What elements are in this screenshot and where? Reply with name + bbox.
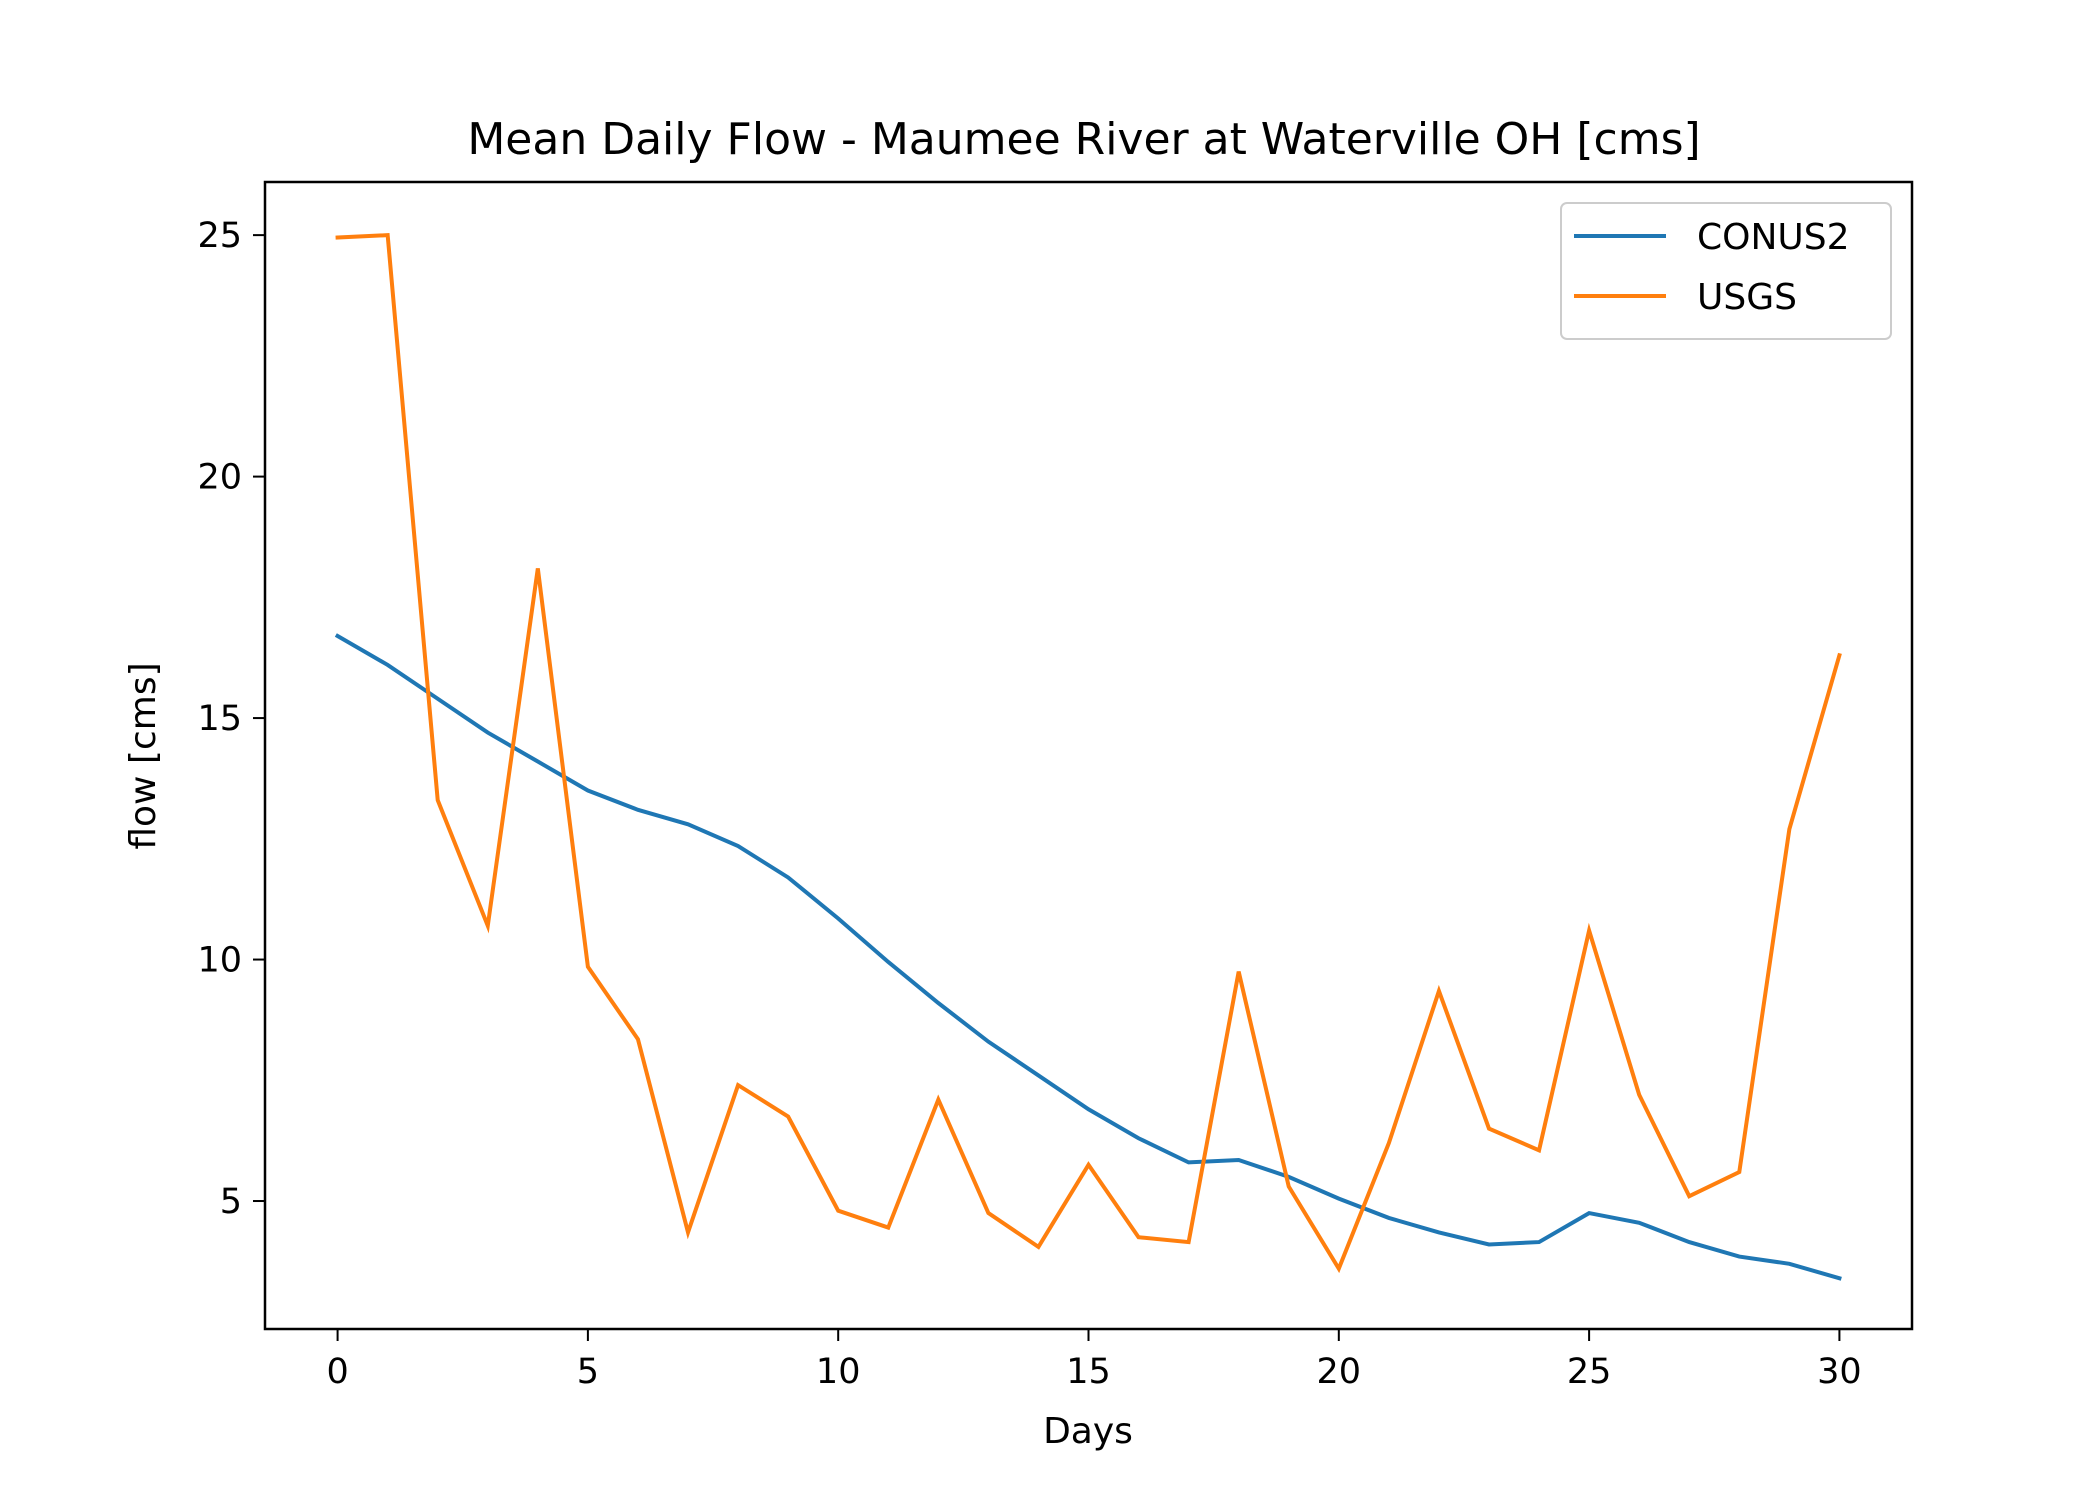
y-tick-label: 5	[220, 1182, 242, 1222]
series-layer	[334, 233, 1842, 1281]
x-tick-label: 5	[577, 1352, 599, 1392]
x-axis: 0 5 10 15 20 25 30	[326, 1329, 1862, 1392]
x-axis-label: Days	[1043, 1411, 1133, 1452]
plot-background	[265, 182, 1912, 1329]
series-line-usgs	[335, 233, 1842, 1274]
chart-title: Mean Daily Flow - Maumee River at Waterv…	[467, 114, 1700, 165]
y-tick-label: 20	[197, 458, 242, 498]
y-axis-label: flow [cms]	[123, 662, 164, 849]
series-line-conus2	[334, 633, 1842, 1281]
y-tick-label: 25	[197, 216, 242, 256]
legend-label-usgs: USGS	[1697, 277, 1797, 318]
y-tick-label: 15	[197, 699, 242, 739]
legend: CONUS2 USGS	[1560, 202, 1892, 340]
x-tick-label: 0	[326, 1352, 348, 1392]
x-tick-label: 10	[816, 1352, 861, 1392]
y-tick-label: 10	[197, 941, 242, 981]
x-tick-label: 25	[1567, 1352, 1612, 1392]
legend-label-conus2: CONUS2	[1697, 217, 1850, 258]
x-tick-label: 30	[1817, 1352, 1862, 1392]
x-tick-label: 20	[1317, 1352, 1362, 1392]
plot-area	[263, 180, 1914, 1331]
y-axis: 5 10 15 20 25	[197, 216, 265, 1222]
x-tick-label: 15	[1066, 1352, 1111, 1392]
